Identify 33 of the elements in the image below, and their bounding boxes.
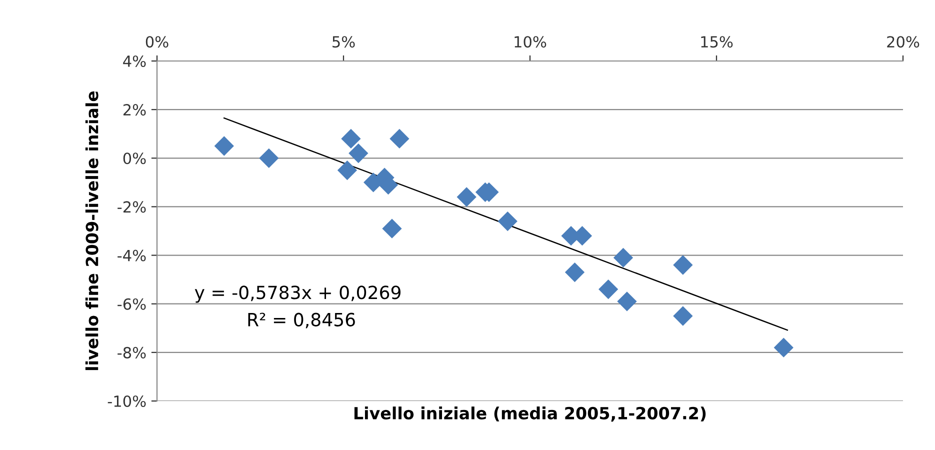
- point: [382, 219, 402, 238]
- annotation: y = -0,5783x + 0,0269: [194, 286, 400, 303]
- y-tick-label: 0%: [123, 152, 146, 164]
- point: [774, 338, 794, 358]
- point: [338, 160, 357, 180]
- point: [617, 292, 637, 311]
- y-tick-label: -2%: [118, 201, 146, 213]
- x-tick-label: 10%: [514, 36, 546, 48]
- y-tick-label: -8%: [118, 346, 146, 358]
- y-tick-label: -4%: [118, 250, 146, 262]
- y-tick-label: -10%: [108, 395, 146, 408]
- y-tick-label: 4%: [123, 55, 146, 68]
- x-tick-label: 5%: [332, 36, 355, 48]
- x-tick-label: 15%: [701, 36, 733, 48]
- point: [498, 212, 518, 231]
- point: [259, 148, 278, 168]
- y-axis-title: livello fine 2009-livelle inziale: [85, 91, 98, 370]
- point: [673, 255, 692, 275]
- point: [348, 144, 368, 163]
- x-tick-label: 20%: [887, 36, 920, 48]
- y-tick-label: -6%: [118, 298, 146, 310]
- y-tick-label: 2%: [123, 104, 146, 116]
- point: [565, 262, 584, 282]
- point: [390, 129, 409, 148]
- point: [457, 187, 476, 207]
- point: [341, 129, 360, 148]
- point: [673, 306, 692, 326]
- point: [598, 280, 618, 299]
- x-axis-title: Livello iniziale (media 2005,1-2007.2): [354, 406, 706, 422]
- annotation: R² = 0,8456: [248, 312, 355, 328]
- point: [614, 248, 633, 268]
- x-tick-label: 0%: [146, 36, 168, 48]
- point: [214, 136, 234, 156]
